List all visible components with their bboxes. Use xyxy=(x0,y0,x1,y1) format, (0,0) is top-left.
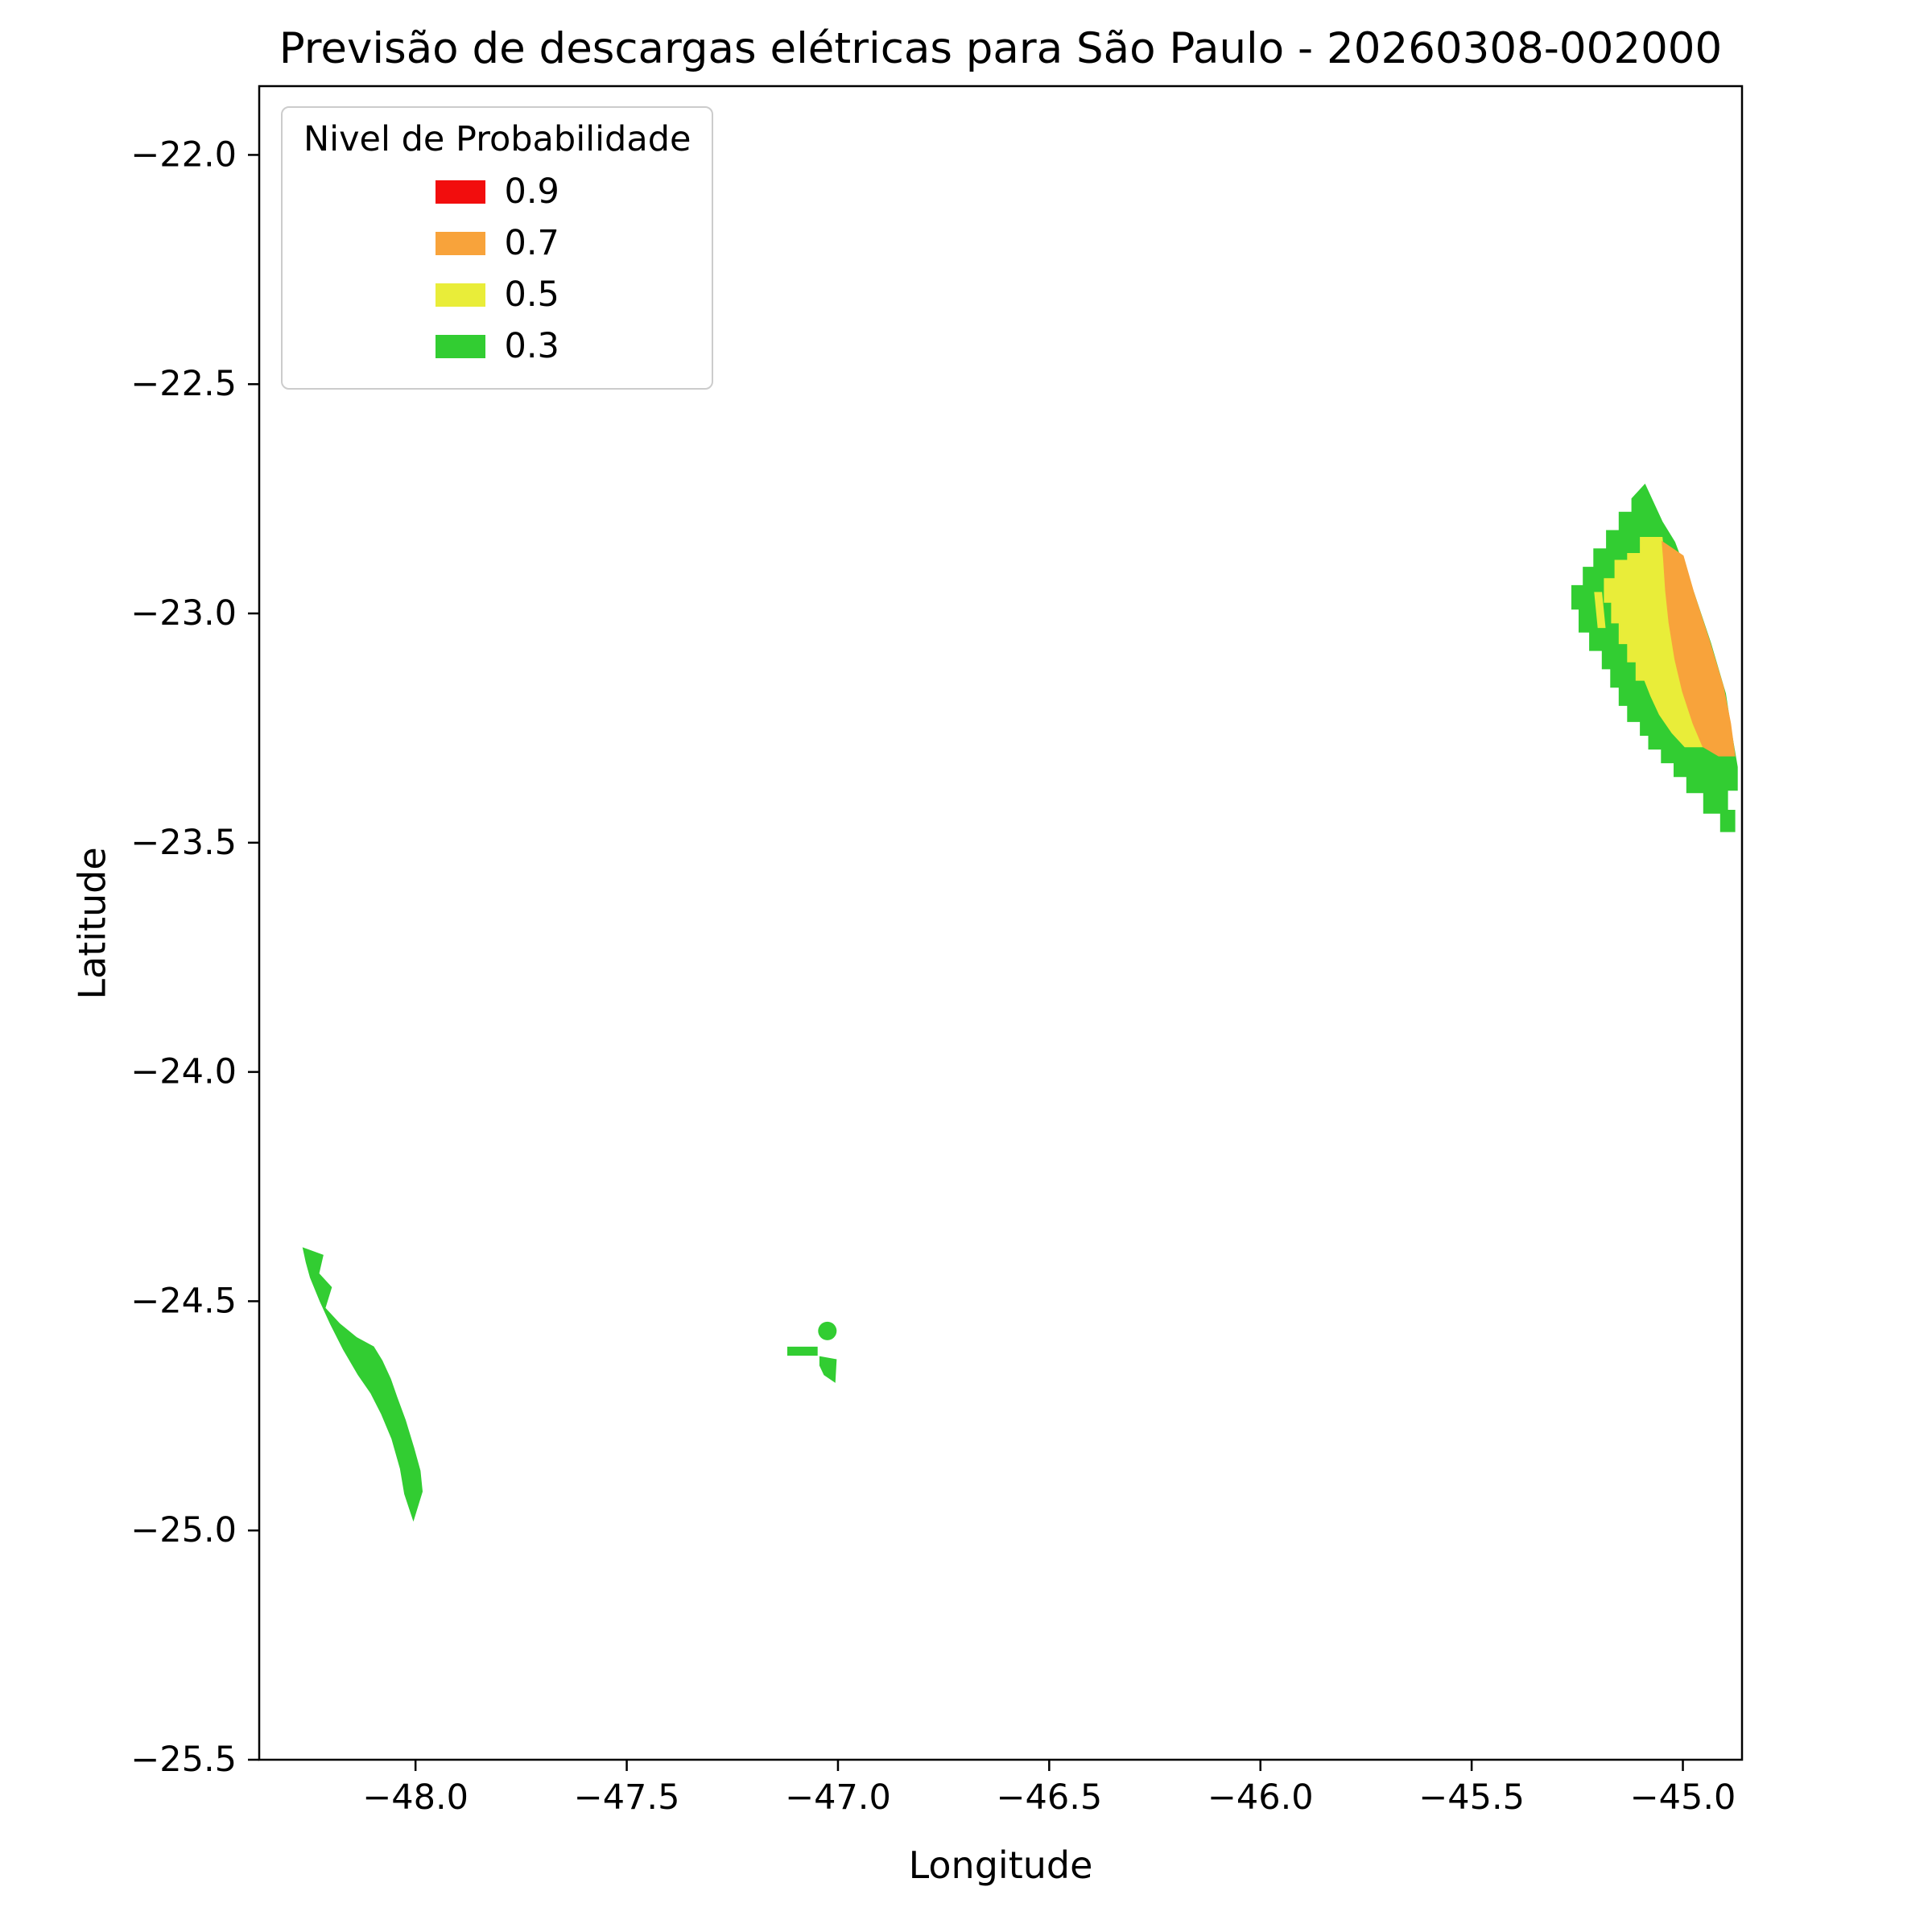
chart-title: Previsão de descargas elétricas para São… xyxy=(279,24,1723,73)
x-tick-label: −48.0 xyxy=(362,1777,469,1818)
region-central-dot xyxy=(818,1321,837,1340)
region-central-dash xyxy=(787,1346,818,1356)
y-axis-label: Latitude xyxy=(71,846,115,1000)
legend-rows: 0.9 0.7 0.5 0.3 xyxy=(303,166,691,372)
y-tick-label: −23.0 xyxy=(130,593,237,634)
region-central-patch xyxy=(819,1356,837,1383)
x-tick-label: −45.0 xyxy=(1630,1777,1736,1818)
legend-swatch xyxy=(435,283,485,307)
legend-swatch xyxy=(435,180,485,204)
legend-item: 0.3 xyxy=(303,320,691,372)
x-tick-label: −47.0 xyxy=(785,1777,891,1818)
legend-item: 0.9 xyxy=(303,166,691,217)
x-tick-label: −46.5 xyxy=(996,1777,1102,1818)
legend-item: 0.7 xyxy=(303,217,691,269)
y-axis-label-wrap: Latitude xyxy=(56,86,129,1760)
y-tick-label: −25.0 xyxy=(130,1510,237,1550)
legend-item-label: 0.5 xyxy=(504,275,559,315)
legend-item-label: 0.9 xyxy=(504,171,559,212)
legend-item-label: 0.3 xyxy=(504,326,559,366)
y-tick-label: −22.5 xyxy=(130,364,237,404)
region-southwest-band xyxy=(302,1247,423,1522)
legend: Nivel de Probabilidade 0.9 0.7 0.5 0.3 xyxy=(281,106,714,390)
y-tick-label: −24.0 xyxy=(130,1052,237,1092)
x-axis-label: Longitude xyxy=(908,1843,1093,1887)
region-northeast-cell-sliver xyxy=(1594,592,1606,629)
y-tick-label: −24.5 xyxy=(130,1281,237,1321)
legend-item: 0.5 xyxy=(303,269,691,320)
x-tick-label: −46.0 xyxy=(1208,1777,1314,1818)
y-tick-label: −25.5 xyxy=(130,1740,237,1780)
axes-box xyxy=(258,85,1744,1761)
legend-item-label: 0.7 xyxy=(504,223,559,263)
x-tick-label: −47.5 xyxy=(574,1777,680,1818)
legend-title: Nivel de Probabilidade xyxy=(303,119,691,159)
y-tick-label: −23.5 xyxy=(130,823,237,863)
legend-swatch xyxy=(435,231,485,255)
x-tick-label: −45.5 xyxy=(1418,1777,1525,1818)
region-northeast-cell-core xyxy=(1662,540,1736,757)
y-tick-label: −22.0 xyxy=(130,134,237,175)
legend-swatch xyxy=(435,334,485,358)
